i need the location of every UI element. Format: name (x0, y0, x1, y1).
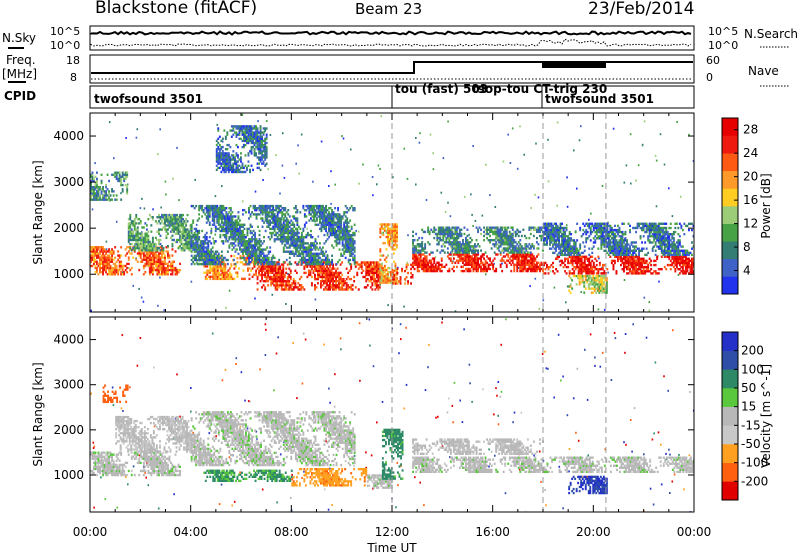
y-tick-label: 4000 (53, 333, 84, 347)
nave-label: Nave (748, 64, 779, 78)
cpid-label: CPID (4, 89, 36, 103)
colorbar-swatch (722, 118, 738, 136)
colorbar-swatch (722, 332, 738, 351)
nsearch-trace (90, 38, 692, 47)
colorbar-tick: 24 (743, 146, 758, 160)
colorbar-tick: 200 (741, 344, 764, 358)
colorbar-tick: 100 (741, 362, 764, 376)
colorbar-swatch (722, 369, 738, 389)
colorbar-swatch (722, 206, 738, 224)
colorbar-tick: 15 (741, 400, 756, 414)
colorbar-tick: 16 (743, 193, 758, 207)
colorbar-swatch (722, 223, 738, 242)
nsearch-tick-top: 10^5 (708, 25, 738, 38)
nave-tick-bottom: 0 (706, 71, 713, 84)
colorbar-tick: -100 (741, 456, 768, 470)
velocity-colorbar: 200 100 50 15 -15 -50 -100 -200 Velocity [m s^-1… (721, 331, 773, 501)
colorbar-swatch (722, 388, 738, 407)
y-axis-title: Slant Range [km] (31, 362, 45, 466)
power-panel: 1000 2000 3000 4000 Slant Range [km] (31, 112, 695, 313)
station-title: Blackstone (fitACF) (95, 0, 258, 18)
colorbar-swatch (722, 462, 738, 482)
colorbar-swatch (722, 425, 738, 445)
nave-burst (542, 63, 606, 68)
colorbar-tick: 28 (743, 123, 758, 137)
colorbar-tick: 8 (743, 240, 751, 254)
colorbar-tick: 20 (743, 170, 758, 184)
colorbar-swatch (722, 276, 738, 295)
colorbar-title: Power [dB] (759, 173, 773, 238)
colorbar-swatch (722, 241, 738, 260)
x-tick-label: 00:00 (73, 525, 108, 539)
date-title: 23/Feb/2014 (588, 0, 695, 19)
x-axis-title: Time UT (366, 541, 417, 554)
freq-panel-frame (89, 54, 695, 84)
colorbar-tick: 4 (743, 264, 751, 278)
y-tick-label: 4000 (53, 129, 84, 143)
freq-trace (91, 61, 693, 74)
colorbar-swatch (722, 444, 738, 463)
freq-label: Freq. (6, 53, 36, 67)
colorbar-tick: 12 (743, 217, 758, 231)
colorbar-swatch (722, 350, 738, 370)
y-tick-label: 2000 (53, 221, 84, 235)
colorbar-swatch (722, 406, 738, 426)
x-tick-label: 20:00 (576, 525, 611, 539)
colorbar-swatch (722, 188, 738, 207)
velocity-panel: 1000 2000 3000 4000 Slant Range [km] (31, 316, 695, 513)
cpid-segment-label: tsop-tou CT-trig 230 (472, 82, 607, 96)
x-tick-label: 00:00 (677, 525, 712, 539)
power-colorbar: 4 8 12 16 20 24 28 Power [dB] (721, 117, 773, 295)
colorbar-tick: -50 (741, 437, 761, 451)
x-tick-label: 16:00 (475, 525, 510, 539)
freq-unit-label: [MHz] (2, 67, 37, 81)
colorbar-swatch (722, 135, 738, 154)
colorbar-tick: -200 (741, 474, 768, 488)
cpid-segment-label: twofsound 3501 (545, 92, 654, 106)
y-tick-label: 1000 (53, 468, 84, 482)
nsky-tick-bottom: 10^0 (50, 39, 80, 52)
x-tick-label: 08:00 (274, 525, 309, 539)
colorbar-tick: -15 (741, 418, 761, 432)
nsky-tick-top: 10^5 (50, 25, 80, 38)
colorbar-tick: 50 (741, 381, 756, 395)
colorbar-swatch (722, 258, 738, 277)
nsky-trace (90, 30, 692, 36)
beam-title: Beam 23 (355, 0, 423, 18)
cpid-segment-label: tou (fast) 503 (395, 82, 488, 96)
x-tick-label: 04:00 (173, 525, 208, 539)
y-tick-label: 1000 (53, 267, 84, 281)
colorbar-title: Velocity [m s^-1] (759, 364, 773, 468)
nsearch-label: N.Search (744, 27, 798, 41)
y-tick-label: 3000 (53, 378, 84, 392)
colorbar-swatch (722, 153, 738, 172)
freq-tick-bottom: 8 (70, 71, 77, 84)
nsky-panel-frame (89, 25, 695, 51)
nsky-label: N.Sky (2, 31, 36, 45)
x-tick-label: 12:00 (375, 525, 410, 539)
cpid-segment-label: twofsound 3501 (94, 92, 203, 106)
colorbar-swatch (722, 481, 738, 501)
y-tick-label: 3000 (53, 175, 84, 189)
freq-tick-top: 18 (66, 54, 80, 67)
nsearch-tick-bottom: 10^0 (708, 39, 738, 52)
colorbar-swatch (722, 170, 738, 189)
nave-tick-top: 60 (706, 54, 720, 67)
y-axis-title: Slant Range [km] (31, 160, 45, 264)
y-tick-label: 2000 (53, 423, 84, 437)
